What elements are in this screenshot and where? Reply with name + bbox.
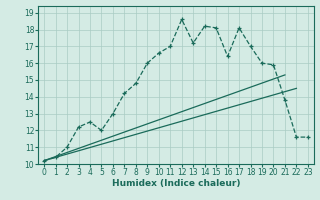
X-axis label: Humidex (Indice chaleur): Humidex (Indice chaleur) (112, 179, 240, 188)
